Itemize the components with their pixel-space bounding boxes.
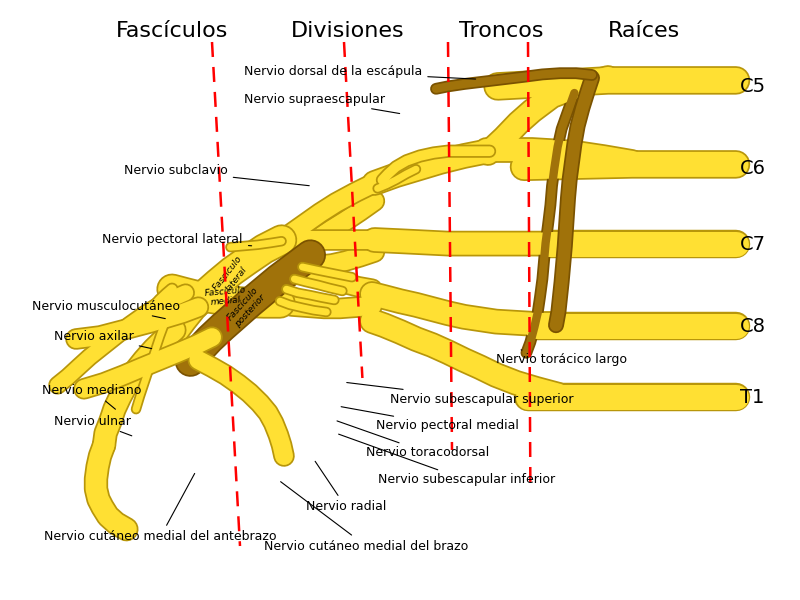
- Text: Nervio pectoral medial: Nervio pectoral medial: [341, 407, 519, 433]
- Text: Nervio axilar: Nervio axilar: [54, 329, 152, 349]
- Text: Nervio mediano: Nervio mediano: [42, 383, 142, 409]
- Text: C5: C5: [740, 77, 766, 97]
- Text: Fascículo
posterior: Fascículo posterior: [226, 285, 267, 329]
- Text: Nervio pectoral lateral: Nervio pectoral lateral: [102, 233, 252, 247]
- Text: Raíces: Raíces: [608, 21, 680, 41]
- Text: Nervio subescapular inferior: Nervio subescapular inferior: [338, 434, 554, 487]
- Text: Nervio dorsal de la escápula: Nervio dorsal de la escápula: [244, 65, 476, 79]
- Text: Troncos: Troncos: [459, 21, 544, 41]
- Text: Fascículo
medial: Fascículo medial: [204, 285, 247, 308]
- Text: Nervio ulnar: Nervio ulnar: [54, 415, 132, 436]
- Text: T1: T1: [740, 388, 764, 407]
- Text: Fascículos: Fascículos: [116, 21, 228, 41]
- Text: Nervio toracodorsal: Nervio toracodorsal: [337, 421, 490, 460]
- Text: Nervio subclavio: Nervio subclavio: [124, 164, 310, 185]
- Text: C7: C7: [740, 235, 766, 254]
- Text: Nervio subescapular superior: Nervio subescapular superior: [346, 383, 574, 406]
- Text: Nervio cutáneo medial del antebrazo: Nervio cutáneo medial del antebrazo: [44, 473, 277, 544]
- Text: Nervio supraescapular: Nervio supraescapular: [244, 92, 400, 113]
- Text: Nervio cutáneo medial del brazo: Nervio cutáneo medial del brazo: [264, 482, 468, 553]
- Text: Nervio musculocutáneo: Nervio musculocutáneo: [32, 299, 180, 319]
- Text: C6: C6: [740, 158, 766, 178]
- Text: Nervio torácico largo: Nervio torácico largo: [496, 350, 627, 367]
- Text: Nervio radial: Nervio radial: [306, 461, 386, 514]
- Text: Fascículo
lateral: Fascículo lateral: [211, 254, 253, 298]
- Text: C8: C8: [740, 317, 766, 337]
- Text: Divisiones: Divisiones: [291, 21, 405, 41]
